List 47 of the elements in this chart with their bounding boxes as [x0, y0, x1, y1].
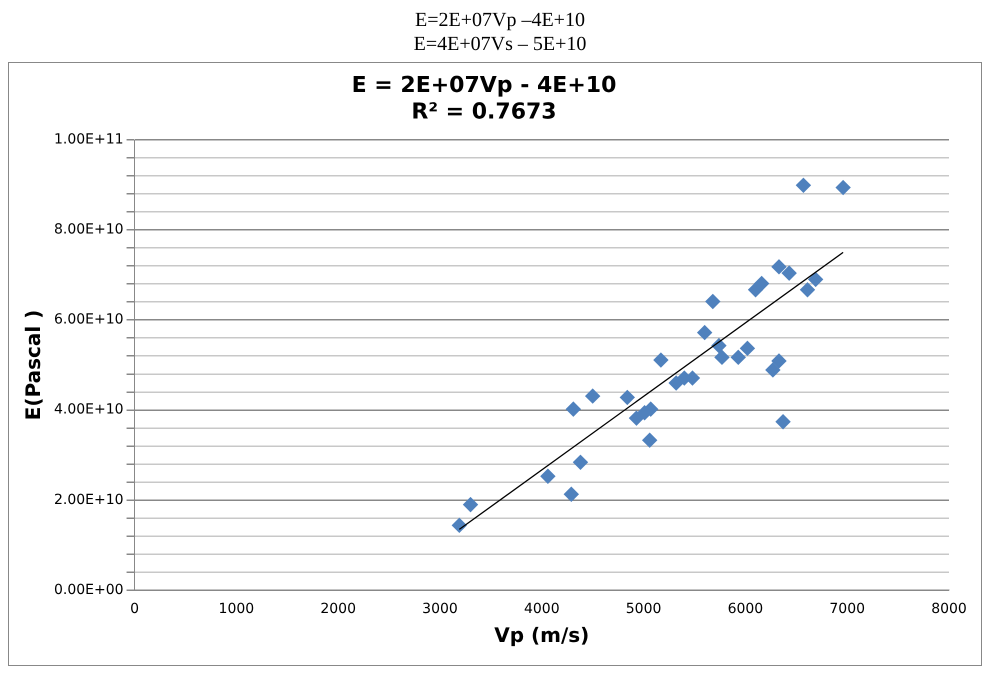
x-tick-label: 3000: [422, 601, 458, 618]
y-tick-label: 2.00E+10: [54, 492, 124, 508]
x-tick-label: 4000: [524, 601, 560, 618]
chart-subtitle: R² = 0.7673: [411, 99, 557, 124]
point: [566, 402, 581, 417]
point: [771, 353, 786, 368]
point: [771, 259, 786, 274]
x-tick-label: 1000: [218, 601, 254, 618]
point: [836, 180, 851, 196]
y-tick-label: 0.00E+00: [54, 582, 124, 598]
y-tick-label: 8.00E+10: [54, 222, 124, 238]
point: [628, 410, 644, 426]
x-tick-label: 8000: [931, 601, 967, 618]
x-tick-label: 2000: [320, 601, 356, 618]
point: [782, 266, 797, 281]
x-axis-title: Vp (m/s): [494, 623, 590, 648]
y-tick-label: 4.00E+10: [54, 402, 124, 418]
point: [463, 497, 478, 512]
text: E=2E+07Vp –4E+10: [414, 8, 586, 32]
y-axis-title: E(Pascal ): [21, 310, 46, 420]
point: [754, 276, 770, 291]
point: [564, 486, 579, 502]
point: [705, 294, 720, 309]
point: [620, 390, 635, 405]
point: [697, 325, 712, 340]
point: [800, 282, 815, 298]
point: [653, 352, 668, 368]
chart-title: E = 2E+07Vp - 4E+10: [352, 72, 616, 98]
x-tick-label: 6000: [728, 601, 764, 618]
point: [642, 432, 658, 448]
y-tick-label: 6.00E+10: [54, 312, 124, 328]
x-tick-label: 7000: [829, 601, 866, 618]
x-tick-label: 5000: [626, 601, 662, 618]
point: [730, 350, 746, 365]
point: [776, 414, 791, 430]
point: [796, 178, 811, 193]
point: [572, 454, 588, 470]
x-tick-label: 0: [130, 601, 140, 618]
point: [714, 350, 730, 365]
point: [765, 362, 780, 378]
point: [668, 376, 684, 391]
point: [585, 388, 600, 404]
point: [540, 468, 556, 484]
point: [808, 272, 824, 287]
point: [740, 340, 755, 356]
text: E=4E+07Vs – 5E+10: [412, 32, 588, 56]
y-tick-label: 1.00E+11: [54, 131, 124, 148]
